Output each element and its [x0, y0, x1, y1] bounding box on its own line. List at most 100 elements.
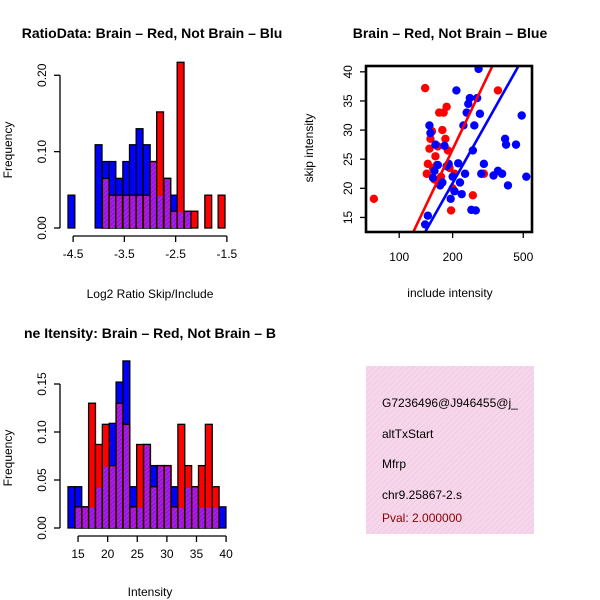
x-tick-label-1: 200 [443, 250, 463, 264]
y-tick-label-0: 0.00 [35, 516, 49, 540]
x-tick-label-0: -4.5 [63, 247, 84, 261]
point-brain-14 [438, 125, 447, 135]
ratio-histogram-ylabel: Frequency [1, 122, 15, 179]
bar-overlap-12 [185, 212, 191, 228]
point-notbrain-9 [438, 178, 447, 187]
bar-overlap-1 [82, 507, 88, 528]
point-brain-20 [446, 206, 456, 215]
point-brain-1 [420, 83, 430, 93]
point-brain-5 [426, 134, 435, 144]
info-panel: G7236496@J946455@j_ altTxStart Mfrp chr9… [366, 366, 534, 534]
point-notbrain-28 [471, 206, 480, 215]
point-brain-2 [422, 169, 431, 178]
x-tick-label-3: -1.5 [217, 247, 238, 261]
x-tick-label-0: 100 [389, 250, 409, 264]
bar-overlap-13 [165, 466, 171, 528]
point-brain-9 [431, 152, 440, 161]
info-line-locus: chr9.25867-2.s [382, 488, 462, 502]
bar-overlap-10 [144, 445, 150, 528]
bar-brain-15 [217, 194, 226, 229]
bar-overlap-19 [206, 507, 212, 528]
bar-overlap-7 [151, 162, 156, 228]
point-notbrain-15 [450, 187, 459, 196]
intensity-histogram: ne Itensity: Brain – Red, Not Brain – B … [1, 325, 276, 599]
point-notbrain-31 [475, 109, 485, 118]
bar-overlap-6 [117, 404, 122, 528]
plot-frame [364, 64, 534, 234]
y-tick-label-2: 0.10 [35, 420, 49, 444]
bar-overlap-2 [89, 507, 95, 528]
point-notbrain-4 [428, 173, 438, 183]
point-notbrain-19 [457, 189, 466, 199]
bar-notbrain-0 [67, 194, 76, 229]
point-brain-4 [425, 144, 434, 153]
y-tick-label-0: 0.00 [35, 216, 49, 240]
point-notbrain-36 [497, 169, 507, 178]
bar-overlap-18 [199, 507, 205, 528]
point-notbrain-42 [522, 172, 531, 181]
fit-line-brain [412, 66, 494, 232]
x-tick-label-4: 35 [190, 547, 204, 561]
y-tick-label-3: 30 [341, 123, 355, 137]
point-notbrain-40 [511, 140, 521, 149]
intensity-scatter-title: Brain – Red, Not Brain – Blue [353, 25, 548, 41]
point-notbrain-33 [479, 159, 489, 169]
info-line-gene: Mfrp [382, 457, 406, 471]
point-notbrain-24 [465, 93, 475, 103]
bar-overlap-20 [213, 507, 219, 528]
ratio-histogram: RatioData: Brain – Red, Not Brain – Blu … [1, 25, 282, 301]
point-notbrain-16 [452, 86, 461, 95]
point-brain-16 [441, 134, 450, 144]
y-tick-label-3: 0.15 [35, 372, 49, 396]
x-tick-label-2: 25 [131, 547, 145, 561]
point-notbrain-38 [501, 140, 511, 149]
bar-overlap-7 [123, 425, 129, 528]
bar-overlap-5 [137, 196, 142, 228]
bar-overlap-14 [172, 507, 177, 528]
y-tick-label-4: 35 [341, 94, 355, 108]
info-line-type: altTxStart [382, 427, 434, 441]
ratio-histogram-title: RatioData: Brain – Red, Not Brain – Blu [22, 25, 283, 41]
bar-overlap-0 [103, 179, 109, 228]
x-tick-label-3: 30 [160, 547, 174, 561]
x-tick-label-2: -2.5 [165, 247, 186, 261]
ratio-histogram-xlabel: Log2 Ratio Skip/Include [87, 287, 214, 301]
point-notbrain-13 [446, 194, 455, 203]
point-notbrain-18 [455, 178, 465, 187]
bar-brain-13 [190, 210, 199, 229]
x-tick-label-0: 15 [71, 547, 85, 561]
bar-overlap-4 [103, 466, 109, 528]
bar-overlap-5 [110, 466, 116, 528]
point-notbrain-6 [431, 140, 440, 149]
y-tick-label-2: 25 [341, 152, 355, 166]
point-notbrain-27 [470, 121, 479, 130]
bar-overlap-3 [123, 196, 129, 228]
point-brain-25 [493, 86, 503, 95]
bar-overlap-10 [171, 212, 177, 228]
point-notbrain-17 [454, 159, 463, 168]
info-line-pval: Pval: 2.000000 [382, 511, 462, 525]
intensity-histogram-title: ne Itensity: Brain – Red, Not Brain – B [24, 325, 276, 341]
x-tick-label-5: 40 [219, 547, 233, 561]
bar-overlap-4 [130, 196, 136, 228]
point-notbrain-41 [517, 111, 526, 120]
intensity-scatter-xlabel: include intensity [407, 286, 492, 300]
bar-overlap-9 [164, 179, 170, 228]
point-notbrain-7 [433, 160, 443, 170]
y-tick-label-1: 0.05 [35, 468, 49, 492]
bar-overlap-2 [116, 196, 122, 228]
y-tick-label-1: 0.10 [35, 140, 49, 164]
bar-overlap-3 [96, 487, 102, 528]
bar-overlap-16 [185, 487, 191, 528]
bar-notbrain-0 [67, 486, 76, 529]
bar-overlap-17 [192, 487, 198, 528]
bar-overlap-8 [157, 196, 163, 228]
bar-notbrain-1 [94, 144, 103, 229]
intensity-scatter: Brain – Red, Not Brain – Blue include in… [302, 25, 547, 300]
bar-overlap-0 [75, 507, 81, 528]
bar-overlap-12 [158, 466, 164, 528]
y-tick-label-0: 15 [341, 210, 355, 224]
bar-overlap-11 [151, 487, 157, 528]
intensity-histogram-xlabel: Intensity [128, 585, 173, 599]
info-line-id: G7236496@J946455@j_ [382, 396, 518, 410]
